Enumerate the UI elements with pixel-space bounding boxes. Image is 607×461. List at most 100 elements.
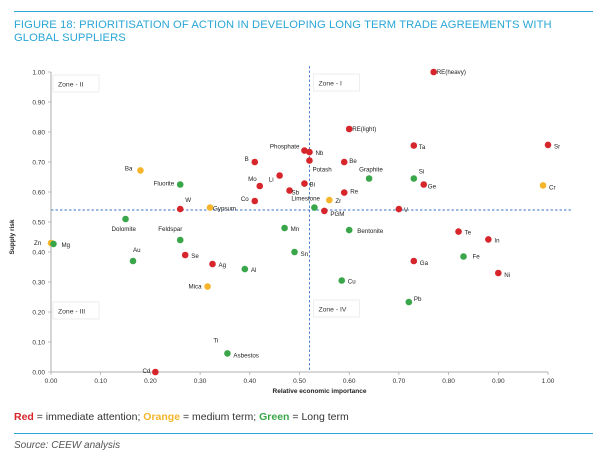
y-axis-title: Supply risk — [9, 219, 16, 254]
label-mo: Mo — [248, 176, 257, 183]
zone-labels: Zone - II Zone - I Zone - III Zone - IV — [52, 73, 360, 320]
legend-orange-text: = medium term; — [180, 411, 260, 423]
y-tick-label: 0.80 — [32, 129, 45, 136]
point-ti — [224, 350, 231, 357]
legend-green-text: = Long term — [289, 411, 349, 423]
label-mg: Mg — [61, 242, 70, 249]
label-potash: Potash — [312, 167, 332, 174]
point-mica — [204, 283, 211, 290]
label-re-heavy-: RE(heavy) — [437, 69, 466, 76]
point-ga — [410, 257, 418, 265]
label-b: B — [245, 156, 249, 163]
figure-title: FIGURE 18: PRIORITISATION OF ACTION IN D… — [14, 19, 552, 44]
x-tick-label: 0.80 — [442, 378, 455, 385]
label-re: Re — [350, 189, 358, 196]
legend-orange-word: Orange — [143, 411, 181, 423]
point-ni — [495, 269, 502, 277]
point-dolomite — [122, 215, 129, 223]
point-al — [241, 265, 249, 273]
label-re-light-: RE(light) — [352, 126, 376, 133]
point-te — [455, 228, 462, 235]
point-sb — [286, 187, 293, 194]
point-cu — [338, 277, 346, 284]
y-tick-label: 0.20 — [32, 309, 45, 316]
point-se — [181, 251, 189, 259]
data-points — [47, 68, 552, 376]
point-sr — [544, 141, 552, 149]
point-graphite — [365, 175, 373, 182]
x-tick-label: 0.00 — [45, 378, 58, 385]
label-ag: Ag — [219, 262, 227, 269]
label-te: Te — [465, 230, 472, 237]
point-co — [251, 197, 259, 205]
point-ba — [137, 167, 144, 174]
x-tick-label: 0.10 — [94, 378, 107, 385]
point-ge — [420, 181, 428, 188]
bottom-divider — [14, 433, 593, 434]
point-feldspar — [176, 236, 184, 244]
point-phosphate — [301, 147, 308, 154]
point-re-light- — [345, 125, 353, 133]
legend-red-text: = immediate attention; — [33, 411, 144, 423]
label-pb: Pb — [414, 296, 422, 303]
label-sn: Sn — [301, 251, 309, 258]
axis-layer: 0.00 0.10 0.20 0.30 0.40 0.50 0.60 0.70 0.80 0.90… — [9, 69, 555, 395]
label-fluorite: Fluorite — [154, 181, 175, 188]
label-cd: Cd — [142, 368, 150, 375]
label-li: Li — [269, 177, 274, 184]
zone-box — [52, 301, 100, 320]
y-tick-label: 0.10 — [32, 339, 45, 346]
y-tick-label: 0.60 — [32, 189, 45, 196]
point-mn — [281, 224, 288, 232]
label-cr: Cr — [549, 184, 556, 191]
x-tick-label: 0.30 — [194, 378, 207, 385]
point-ag — [209, 260, 216, 268]
y-tick-label: 1.00 — [32, 69, 45, 76]
point-pgm — [321, 207, 328, 215]
y-tick-label: 0.90 — [32, 99, 45, 106]
x-axis-title: Relative economic importance — [273, 388, 367, 395]
legend-red-word: Red — [14, 411, 34, 423]
y-tick-label: 0.00 — [32, 369, 45, 376]
label-ti: Ti — [213, 337, 218, 344]
label-zr: Zr — [335, 198, 341, 205]
label-zn: Zn — [34, 240, 42, 247]
point-fluorite — [176, 181, 184, 188]
label-mica: Mica — [188, 284, 202, 291]
point-cd — [152, 368, 159, 376]
point-v — [395, 205, 403, 213]
point-re — [340, 189, 348, 196]
label-se: Se — [191, 253, 199, 260]
y-tick-label: 0.30 — [32, 279, 45, 286]
label-au: Au — [133, 247, 141, 254]
zone-label: Zone - III — [58, 309, 85, 316]
point-cr — [539, 182, 547, 189]
point-au — [129, 257, 137, 265]
point-be — [340, 158, 348, 166]
x-tick-label: 0.60 — [343, 378, 356, 385]
label-graphite: Graphite — [359, 167, 383, 174]
label-sb: Sb — [292, 190, 300, 197]
label-bentonite: Bentonite — [357, 228, 384, 235]
label-ga: Ga — [420, 260, 429, 267]
source-note: Source: CEEW analysis — [14, 440, 121, 451]
label-fe: Fe — [473, 254, 481, 261]
label-phosphate: Phosphate — [270, 144, 300, 151]
label-al: Al — [251, 267, 257, 274]
point-b — [251, 158, 259, 166]
label-limestone: Limestone — [291, 196, 320, 203]
label-be: Be — [349, 158, 357, 165]
label-ge: Ge — [428, 184, 437, 191]
point-fe — [460, 253, 467, 260]
x-tick-label: 0.70 — [393, 378, 406, 385]
label-pgm: PGM — [330, 211, 344, 218]
label-nb: Nb — [315, 150, 323, 157]
x-tick-label: 0.90 — [492, 378, 505, 385]
zone-label: Zone - II — [58, 82, 83, 89]
label-ni: Ni — [504, 272, 510, 279]
point-li — [276, 172, 283, 179]
point-zr — [326, 196, 333, 204]
label-si: Si — [419, 169, 425, 176]
x-tick-label: 0.40 — [243, 378, 256, 385]
point-nb — [306, 148, 313, 156]
